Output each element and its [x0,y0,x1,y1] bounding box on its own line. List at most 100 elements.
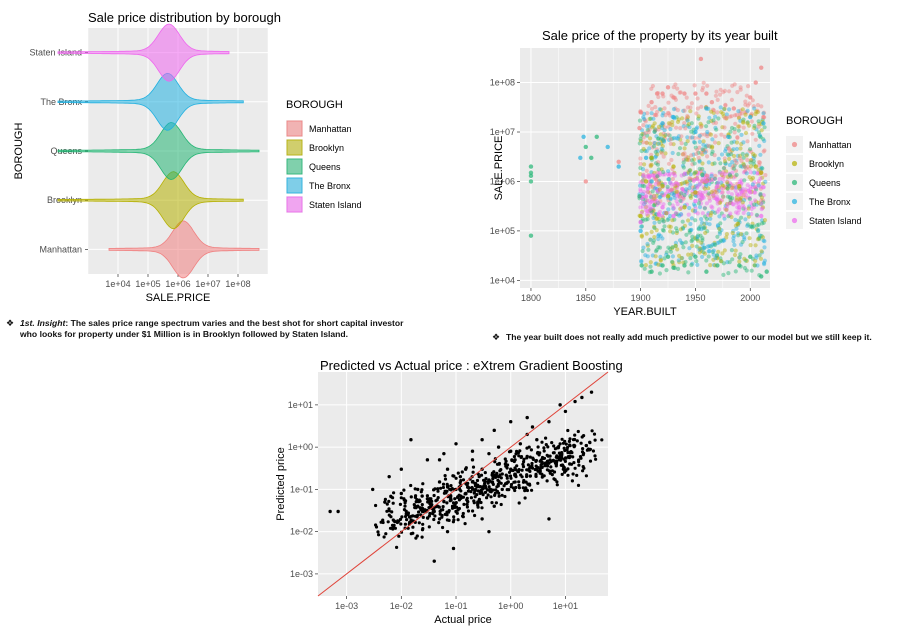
bullet-icon: ❖ [492,332,501,342]
x-tick-label: 1e-01 [445,601,468,611]
y-tick-label: 1e+00 [288,442,313,452]
data-point [737,205,742,210]
legend-key-point [791,160,798,167]
data-point [764,269,769,274]
insight-body: : The sales price range spectrum varies … [20,318,404,339]
legend-key-point [791,179,798,186]
data-point [638,219,643,225]
data-point [470,458,475,462]
data-point [470,480,475,484]
data-point [463,467,468,471]
data-point [726,134,731,139]
legend-key-point [791,198,798,205]
bullet-icon: ❖ [6,318,15,328]
data-point [748,254,753,259]
legend-label: Staten Island [309,200,362,210]
x-tick-label: 1850 [576,293,596,303]
x-tick-label: 1e+00 [498,601,523,611]
data-point [454,442,458,446]
data-point [437,480,442,484]
x-tick-label: 1e+01 [553,601,578,611]
data-point [547,419,551,424]
data-point [442,451,446,456]
y-tick-label: 1e+07 [490,127,515,137]
x-tick-label: 1950 [685,293,705,303]
legend-key-swatch [286,177,303,194]
y-tick-label: 1e+04 [490,275,515,285]
data-point [639,263,644,268]
data-point [665,85,671,90]
data-point [480,437,484,442]
data-point [660,91,665,96]
data-point [573,399,577,404]
x-tick-label: 1e-03 [335,601,358,611]
data-point [476,500,480,504]
y-tick-label: 1e+05 [490,226,515,236]
legend-key-swatch [286,120,303,137]
data-point [530,425,535,429]
data-point [399,467,404,471]
legend-label: Queens [809,178,841,188]
legend-key-swatch [286,158,303,175]
data-point [503,462,508,466]
data-point [583,144,588,150]
legend-label: Brooklyn [809,159,844,169]
x-axis-label: Actual price [434,614,491,626]
data-point [704,106,709,111]
legend: BOROUGH Manhattan Brooklyn Queens The Bronx S… [786,115,862,229]
data-point [509,419,513,424]
data-point [649,179,654,184]
data-point [528,233,534,238]
legend-key-point [791,141,798,148]
data-point [693,129,698,135]
data-point [671,213,676,219]
data-point [731,106,737,111]
data-point [432,559,436,563]
data-point [665,194,671,199]
data-point [563,409,568,414]
data-point [336,509,340,514]
x-tick-label: 1800 [521,293,541,303]
data-point [513,458,517,462]
y-tick-label: 1e-02 [290,527,313,537]
data-point [638,110,643,115]
data-point [437,517,442,521]
data-point [432,509,436,514]
data-point [528,170,534,175]
chart-title: Sale price of the property by its year b… [542,28,778,43]
x-tick-label: 1e+07 [195,279,220,289]
data-point [748,95,753,100]
data-point [409,437,413,442]
data-point [558,403,562,407]
data-point [761,121,766,126]
legend-title: BOROUGH [286,99,343,111]
data-point [470,449,475,453]
data-point [509,467,513,471]
data-point [583,179,588,184]
data-point [528,173,534,179]
data-point [660,121,665,126]
y-tick-label: 1e+08 [490,78,515,88]
legend-title: BOROUGH [786,115,843,127]
x-tick-label: 1e+06 [165,279,190,289]
legend-label: Staten Island [809,216,862,226]
data-point [715,263,720,268]
data-point [660,263,665,268]
violin-manhattan [108,220,260,279]
predicted-vs-actual-chart: Predicted vs Actual price : eXtrem Gradi… [275,358,623,626]
data-point [643,155,649,161]
data-point [328,509,332,514]
data-point [528,179,534,184]
y-tick-label: 1e-03 [290,569,313,579]
data-point [737,263,742,268]
data-point [693,190,698,195]
data-point [649,100,654,105]
data-point [535,467,539,471]
data-point [487,529,491,534]
legend-label: Queens [309,162,341,172]
data-point [509,449,513,453]
data-point [500,487,504,492]
data-point [589,390,594,394]
chart-title: Predicted vs Actual price : eXtrem Gradi… [320,358,623,373]
data-point [761,114,766,120]
